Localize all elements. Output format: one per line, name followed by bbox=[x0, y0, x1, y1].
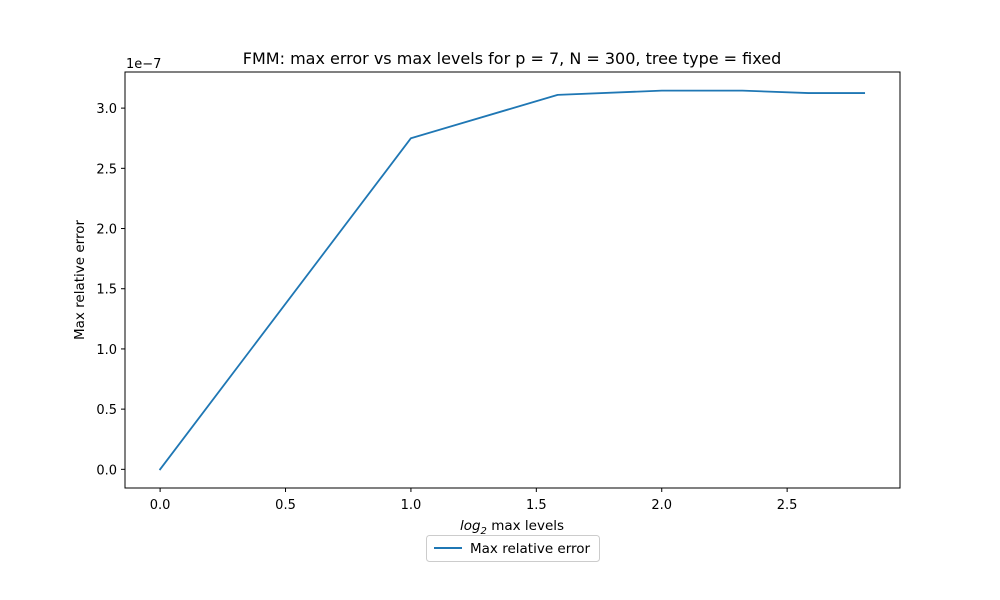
x-tick-label: 1.5 bbox=[526, 498, 547, 513]
y-axis-label: Max relative error bbox=[72, 220, 88, 341]
y-axis: 0.0 0.5 1.0 1.5 2.0 2.5 3.0 bbox=[96, 102, 125, 478]
series-line-max-relative-error bbox=[158, 89, 866, 471]
y-tick-label: 2.5 bbox=[96, 162, 117, 177]
x-axis-label-math: log bbox=[460, 518, 481, 534]
y-tick-label: 0.0 bbox=[96, 463, 117, 478]
y-tick-label: 1.5 bbox=[96, 283, 117, 298]
x-axis-label-text: max levels bbox=[487, 518, 564, 534]
plot-area: 0.0 0.5 1.0 1.5 2.0 2.5 0.0 0.5 1.0 1.5 2.0 2.5 3.0 bbox=[96, 71, 901, 513]
legend-box bbox=[426, 535, 600, 562]
y-tick-label: 2.0 bbox=[96, 223, 117, 238]
y-offset-text: 1e−7 bbox=[126, 57, 161, 72]
legend: Max relative error bbox=[426, 535, 600, 562]
series-layer bbox=[158, 89, 866, 471]
x-tick-label: 2.5 bbox=[777, 498, 798, 513]
legend-label: Max relative error bbox=[470, 541, 591, 557]
x-axis: 0.0 0.5 1.0 1.5 2.0 2.5 bbox=[150, 488, 798, 513]
y-tick-label: 1.0 bbox=[96, 343, 117, 358]
x-tick-label: 1.0 bbox=[401, 498, 422, 513]
x-tick-label: 2.0 bbox=[651, 498, 672, 513]
chart-title: FMM: max error vs max levels for p = 7, … bbox=[243, 49, 781, 68]
axes-frame bbox=[124, 71, 901, 489]
x-axis-label: log2 max levels bbox=[460, 518, 564, 537]
x-tick-label: 0.5 bbox=[275, 498, 296, 513]
x-axis-label-subscript: 2 bbox=[481, 526, 487, 537]
y-tick-label: 3.0 bbox=[96, 102, 117, 117]
x-tick-label: 0.0 bbox=[150, 498, 171, 513]
y-tick-label: 0.5 bbox=[96, 403, 117, 418]
